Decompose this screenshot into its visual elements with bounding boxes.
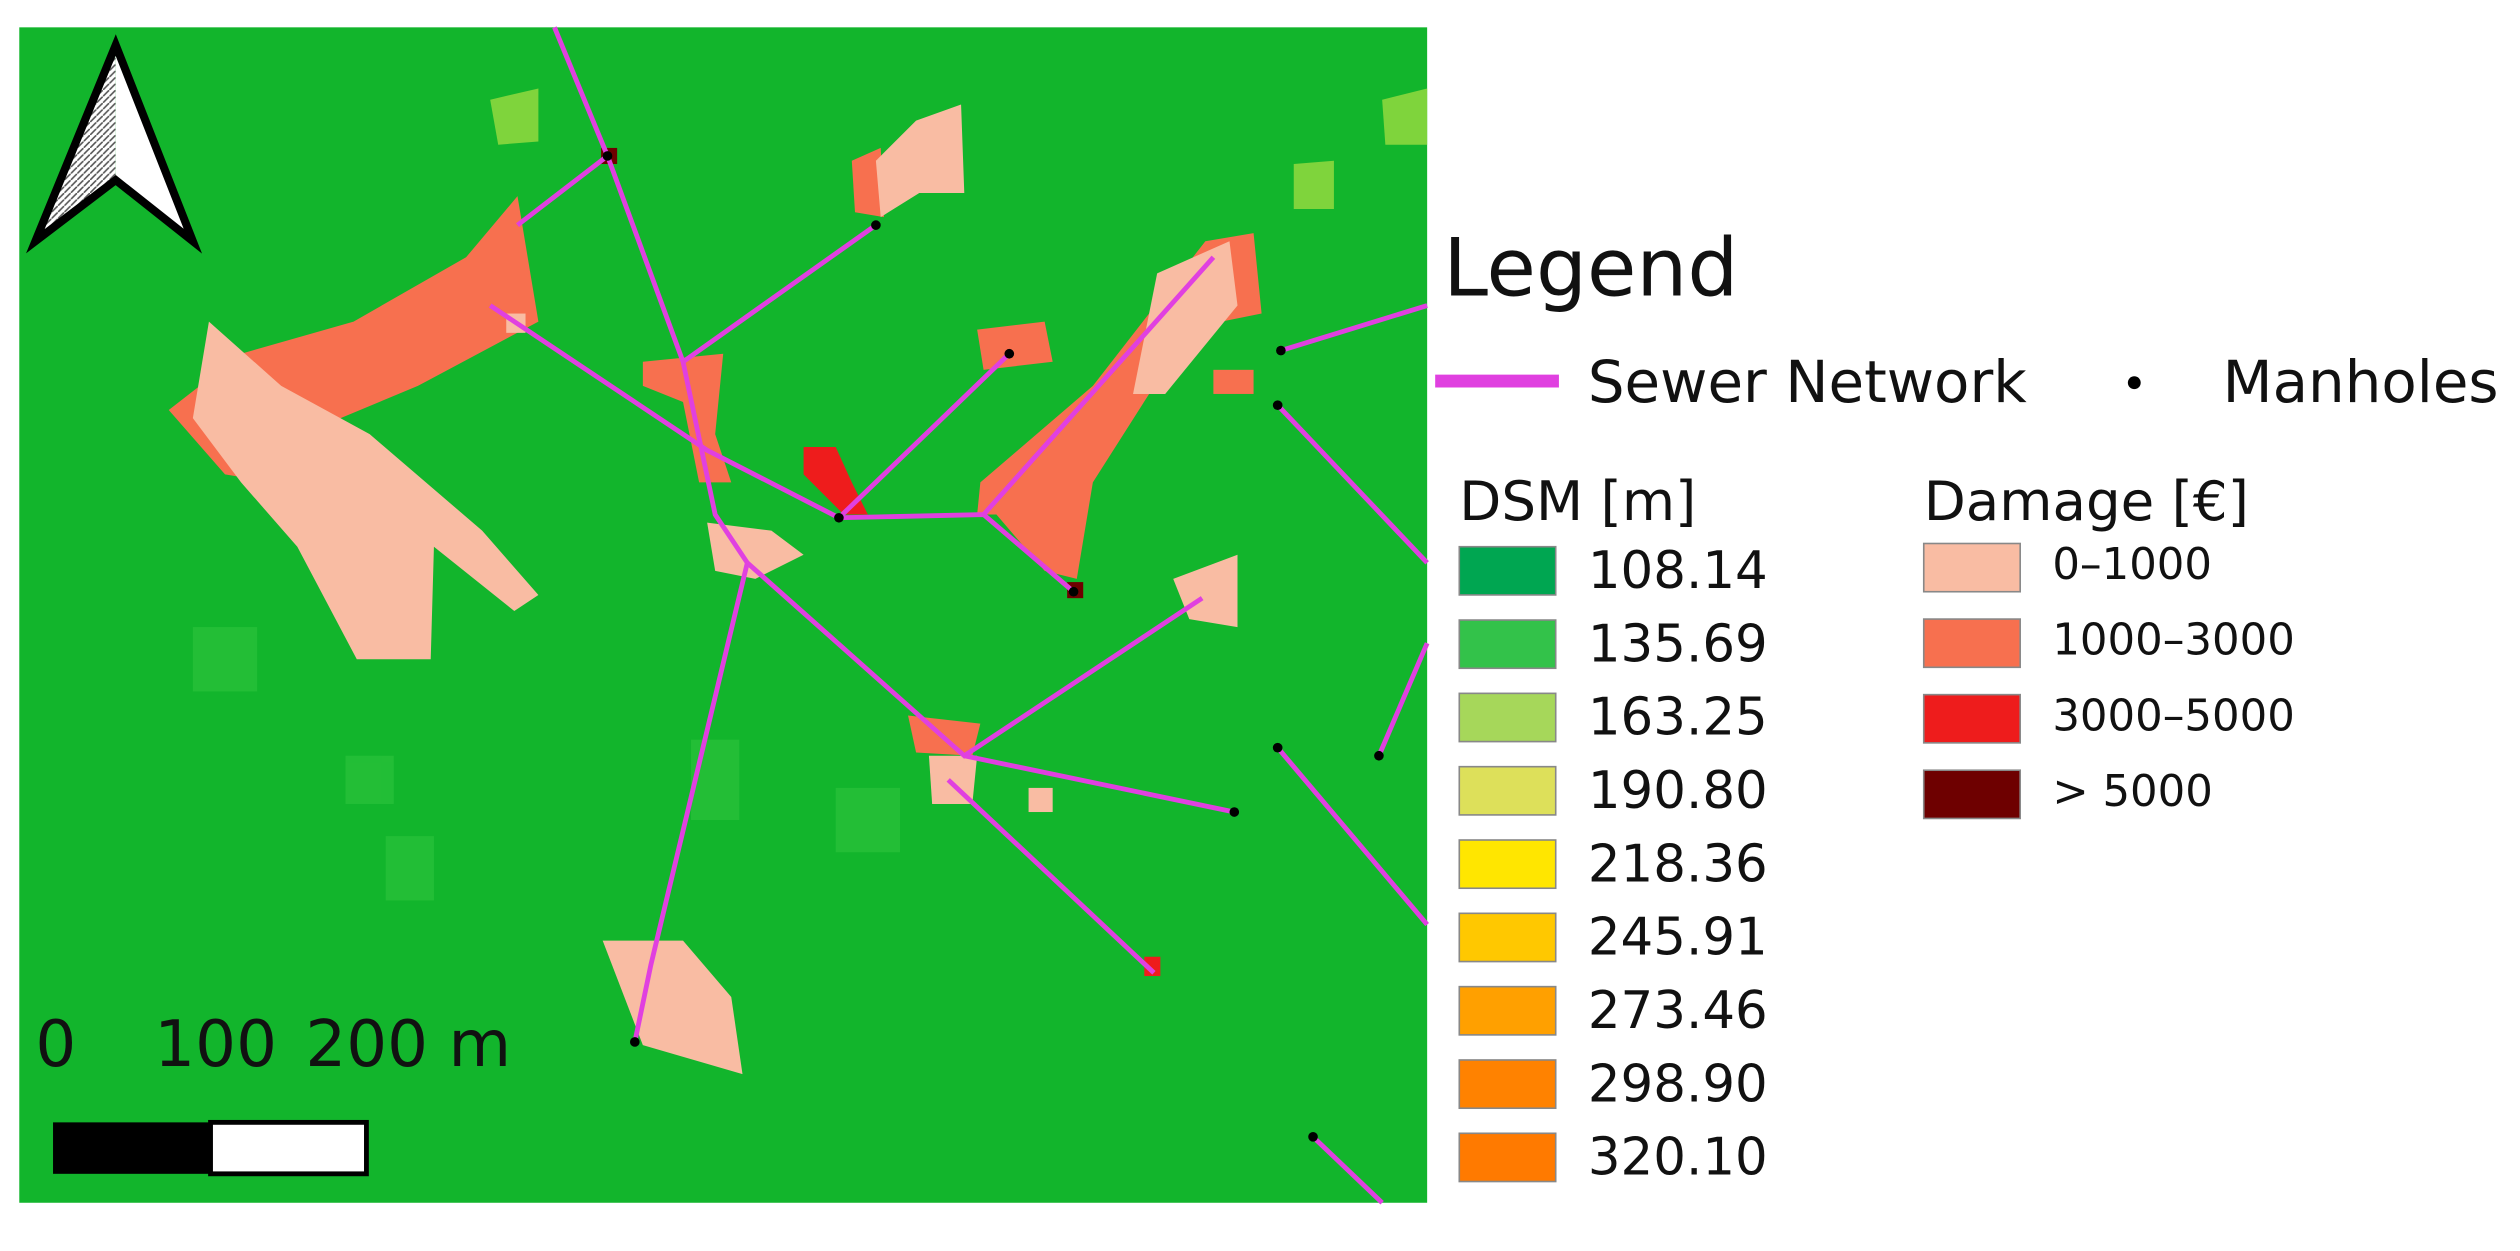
dsm-label: 190.80 [1588, 761, 1768, 821]
dsm-swatch [1458, 1132, 1557, 1183]
scale-label: 200 m [305, 1007, 511, 1082]
dsm-title: DSM [m] [1459, 469, 1696, 533]
dsm-label: 245.91 [1588, 908, 1768, 968]
damage-title: Damage [€] [1924, 469, 2249, 533]
dsm-label: 108.14 [1588, 541, 1768, 601]
dsm-label: 298.90 [1588, 1054, 1768, 1114]
dsm-swatch [1458, 545, 1557, 596]
dsm-swatch [1458, 912, 1557, 963]
dsm-swatch [1458, 765, 1557, 816]
dsm-label: 320.10 [1588, 1128, 1768, 1188]
dsm-label: 273.46 [1588, 981, 1768, 1041]
dsm-label: 218.36 [1588, 834, 1768, 894]
legend: Legend Sewer Network Manholes DSM [m] Da… [1435, 220, 2499, 1188]
damage-label: > 5000 [2052, 767, 2213, 817]
dsm-swatch [1458, 985, 1557, 1036]
dsm-swatch [1458, 1059, 1557, 1110]
damage-swatch [1922, 542, 2021, 593]
scale-label: 0 [35, 1007, 76, 1082]
damage-swatch [1922, 618, 2021, 669]
damage-swatch [1922, 693, 2021, 744]
damage-label: 1000–3000 [2052, 616, 2294, 666]
damage-label: 3000–5000 [2052, 691, 2294, 741]
scale-bar: 0 100 200 m [35, 1007, 511, 1177]
north-arrow [26, 34, 203, 254]
legend-sewer: Sewer Network [1588, 348, 2027, 416]
legend-title: Legend [1443, 220, 1738, 314]
dsm-swatch [1458, 839, 1557, 890]
damage-swatch [1922, 769, 2021, 820]
dsm-swatch [1458, 619, 1557, 670]
legend-manholes: Manholes [2223, 348, 2499, 416]
scale-label: 100 [154, 1007, 277, 1082]
dsm-label: 135.69 [1588, 614, 1768, 674]
dsm-swatch [1458, 692, 1557, 743]
damage-label: 0–1000 [2052, 540, 2212, 590]
map: 0 100 200 m [19, 26, 1430, 1205]
dsm-label: 163.25 [1588, 688, 1768, 748]
